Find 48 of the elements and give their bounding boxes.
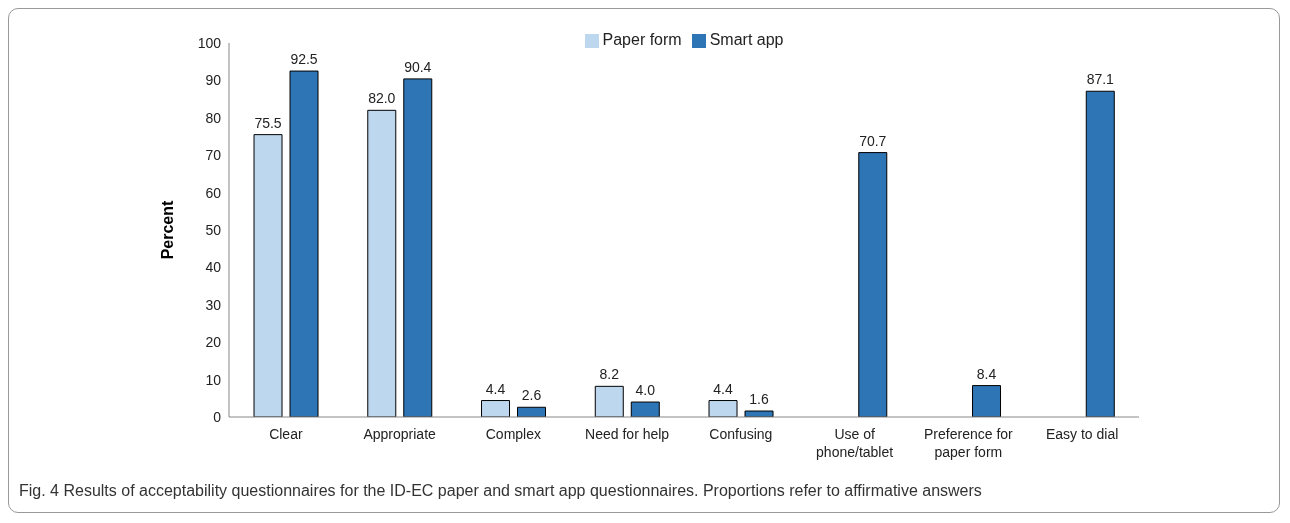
caption: Fig. 4 Results of acceptability questionnaires for the ID-EC paper and smart app questionnaires. Proportions refer to affirmative answers bbox=[19, 482, 982, 500]
y-tick-label: 30 bbox=[205, 296, 222, 313]
x-tick-label: Confusing bbox=[709, 426, 773, 442]
bar bbox=[594, 385, 624, 417]
bar bbox=[253, 134, 283, 417]
y-tick-label: 20 bbox=[205, 334, 222, 351]
x-tick-label: Complex bbox=[485, 426, 541, 442]
y-tick-label: 0 bbox=[213, 408, 222, 425]
y-tick-label: 90 bbox=[205, 72, 222, 89]
data-label: 4.4 bbox=[485, 380, 506, 397]
bar bbox=[708, 400, 738, 417]
y-tick-label: 80 bbox=[205, 109, 222, 126]
bar bbox=[481, 400, 511, 417]
data-label: 1.6 bbox=[749, 391, 769, 408]
x-tick-label: Need for help bbox=[585, 426, 670, 442]
data-label: 4.4 bbox=[713, 380, 733, 397]
bar bbox=[403, 78, 433, 417]
y-tick-label: 50 bbox=[205, 221, 222, 238]
data-label: 82.0 bbox=[368, 90, 396, 107]
bar bbox=[1085, 90, 1115, 417]
data-label: 90.4 bbox=[404, 58, 432, 75]
x-tick-label: Easy to dial bbox=[1045, 426, 1119, 442]
x-tick-label: Clear bbox=[269, 426, 303, 442]
data-label: 75.5 bbox=[254, 114, 282, 131]
y-tick-label: 100 bbox=[197, 34, 222, 51]
data-label: 4.0 bbox=[635, 382, 656, 399]
data-label: 2.6 bbox=[521, 387, 542, 404]
data-label: 8.4 bbox=[976, 365, 997, 382]
legend-label: Paper form bbox=[602, 31, 682, 48]
data-label: 87.1 bbox=[1086, 71, 1115, 88]
y-axis-title: Percent bbox=[158, 199, 176, 260]
x-tick-label: Preference for paper form bbox=[924, 426, 1014, 460]
bar bbox=[630, 401, 660, 417]
x-tick-label: Use of phone/tablet bbox=[816, 426, 894, 460]
data-label: 70.7 bbox=[859, 132, 887, 149]
bar bbox=[858, 152, 888, 417]
x-tick-label: Appropriate bbox=[363, 426, 437, 442]
y-tick-label: 60 bbox=[205, 184, 222, 201]
bar bbox=[972, 385, 1002, 417]
y-tick-label: 70 bbox=[205, 147, 222, 164]
y-tick-label: 40 bbox=[205, 259, 222, 276]
bar bbox=[744, 410, 774, 417]
bar bbox=[367, 109, 397, 417]
bar bbox=[289, 70, 319, 417]
legend-label: Smart app bbox=[709, 31, 784, 48]
y-tick-label: 10 bbox=[205, 371, 222, 388]
data-label: 8.2 bbox=[599, 366, 620, 383]
data-label: 92.5 bbox=[290, 51, 318, 68]
